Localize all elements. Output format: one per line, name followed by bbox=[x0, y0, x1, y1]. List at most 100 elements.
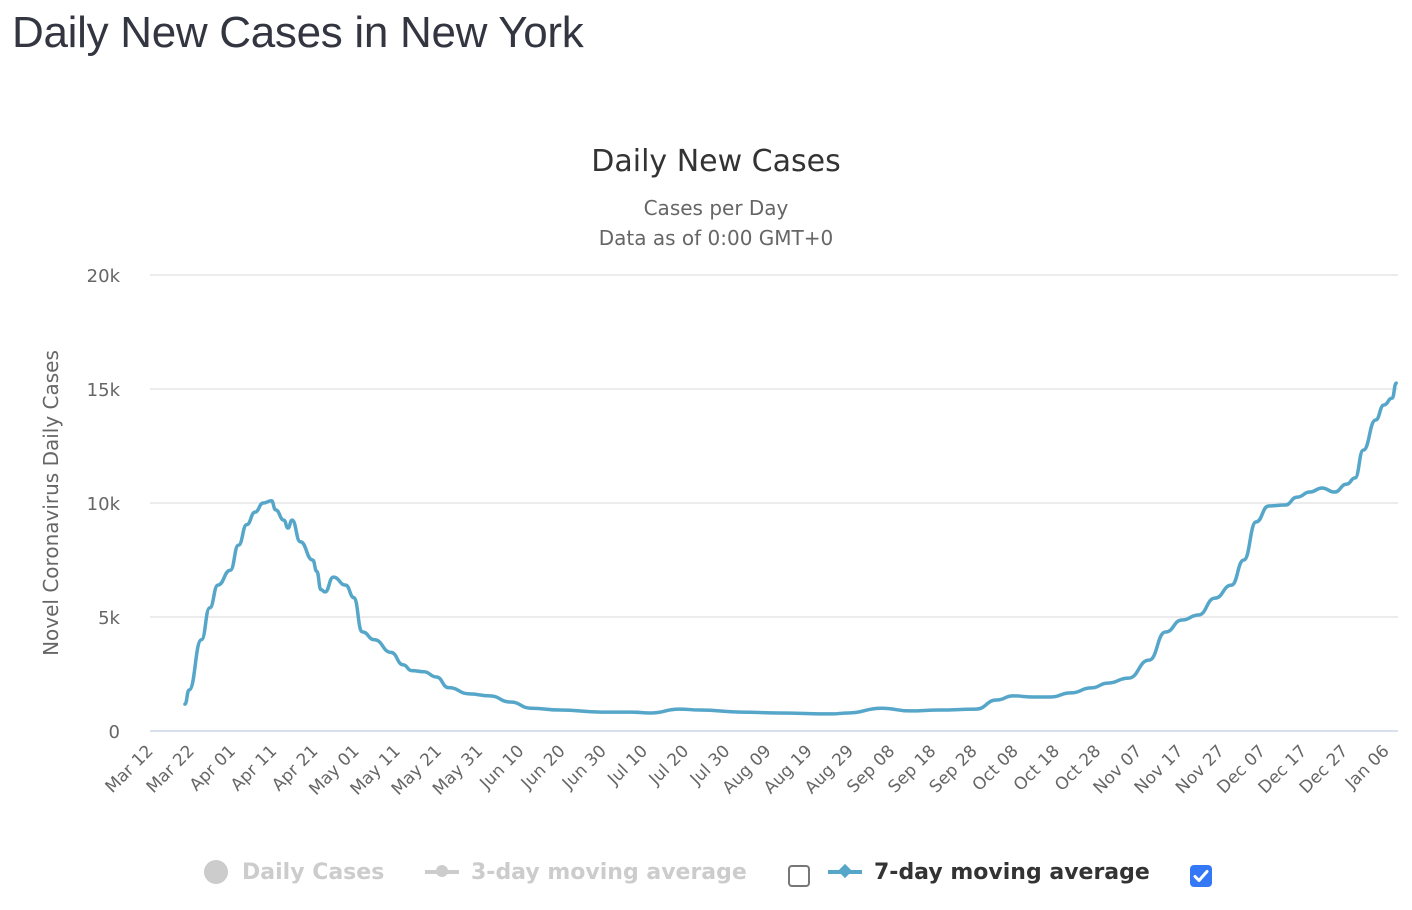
series-line-7day-average[interactable] bbox=[183, 381, 1398, 716]
data-point[interactable] bbox=[368, 634, 380, 646]
legend-label: Daily Cases bbox=[242, 859, 385, 885]
data-point[interactable] bbox=[970, 703, 982, 715]
data-point[interactable] bbox=[842, 707, 854, 719]
data-point[interactable] bbox=[356, 626, 368, 638]
data-point[interactable] bbox=[270, 504, 282, 516]
data-point[interactable] bbox=[195, 634, 207, 646]
data-point[interactable] bbox=[1316, 482, 1328, 494]
data-point[interactable] bbox=[1304, 486, 1316, 498]
data-point[interactable] bbox=[249, 506, 261, 518]
data-point[interactable] bbox=[525, 702, 537, 714]
data-point[interactable] bbox=[554, 704, 566, 716]
data-point[interactable] bbox=[1225, 579, 1237, 591]
data-point[interactable] bbox=[179, 698, 191, 710]
data-point[interactable] bbox=[307, 554, 319, 566]
data-point[interactable] bbox=[673, 703, 685, 715]
data-point[interactable] bbox=[735, 706, 747, 718]
x-tick-label: Jul 10 bbox=[603, 741, 651, 789]
data-point[interactable] bbox=[204, 602, 216, 614]
data-point[interactable] bbox=[286, 514, 298, 526]
3day-average-checkbox[interactable] bbox=[788, 865, 810, 887]
legend-label: 3-day moving average bbox=[471, 859, 747, 885]
line-diamond-symbol-icon bbox=[828, 863, 862, 879]
y-tick-label: 10k bbox=[87, 494, 121, 515]
page-title: Daily New Cases in New York bbox=[12, 8, 584, 57]
data-point[interactable] bbox=[694, 704, 706, 716]
data-point[interactable] bbox=[1160, 626, 1172, 638]
x-tick-label: Jul 20 bbox=[645, 741, 693, 789]
x-tick-label: Jun 10 bbox=[476, 741, 529, 794]
data-point[interactable] bbox=[1238, 554, 1250, 566]
data-point[interactable] bbox=[340, 579, 352, 591]
data-point[interactable] bbox=[1044, 691, 1056, 703]
data-point[interactable] bbox=[484, 690, 496, 702]
y-axis-label: Novel Coronavirus Daily Cases bbox=[39, 350, 63, 656]
data-point[interactable] bbox=[233, 539, 245, 551]
data-point[interactable] bbox=[463, 688, 475, 700]
data-point[interactable] bbox=[319, 586, 331, 598]
data-point[interactable] bbox=[1250, 516, 1262, 528]
data-point[interactable] bbox=[385, 646, 397, 658]
chart-title: Daily New Cases bbox=[591, 144, 840, 179]
x-tick-label: Jun 20 bbox=[517, 741, 570, 794]
data-point[interactable] bbox=[624, 706, 636, 718]
data-point[interactable] bbox=[1328, 486, 1340, 498]
data-point[interactable] bbox=[294, 536, 306, 548]
legend-item-7day-average[interactable]: 7-day moving average bbox=[828, 852, 1150, 892]
y-tick-label: 20k bbox=[87, 266, 121, 287]
data-point[interactable] bbox=[826, 708, 838, 720]
legend-item-3day-average[interactable]: 3-day moving average bbox=[425, 852, 747, 892]
data-point[interactable] bbox=[430, 671, 442, 683]
data-point[interactable] bbox=[1279, 499, 1291, 511]
data-point[interactable] bbox=[212, 579, 224, 591]
data-point[interactable] bbox=[1085, 682, 1097, 694]
data-point[interactable] bbox=[1390, 377, 1402, 389]
y-axis-ticks: 0 5k 10k 15k 20k bbox=[87, 266, 121, 743]
data-point[interactable] bbox=[241, 519, 253, 531]
checkmark-icon bbox=[1193, 870, 1209, 882]
data-point[interactable] bbox=[443, 682, 455, 694]
data-point[interactable] bbox=[645, 707, 657, 719]
data-point[interactable] bbox=[595, 706, 607, 718]
series-group bbox=[179, 377, 1402, 720]
data-point[interactable] bbox=[991, 694, 1003, 706]
data-point[interactable] bbox=[1122, 672, 1134, 684]
data-point[interactable] bbox=[183, 684, 195, 696]
data-point[interactable] bbox=[504, 696, 516, 708]
data-point[interactable] bbox=[1192, 609, 1204, 621]
data-point[interactable] bbox=[1007, 690, 1019, 702]
data-point[interactable] bbox=[418, 666, 430, 678]
data-point[interactable] bbox=[1102, 677, 1114, 689]
data-point[interactable] bbox=[1209, 592, 1221, 604]
data-point[interactable] bbox=[311, 565, 323, 577]
data-point[interactable] bbox=[1263, 500, 1275, 512]
data-point[interactable] bbox=[1386, 392, 1398, 404]
7day-average-checkbox[interactable] bbox=[1190, 865, 1212, 887]
data-point[interactable] bbox=[1176, 614, 1188, 626]
y-tick-label: 15k bbox=[87, 380, 121, 401]
chart-subtitle-line-2: Data as of 0:00 GMT+0 bbox=[599, 226, 834, 250]
data-point[interactable] bbox=[1349, 472, 1361, 484]
data-point[interactable] bbox=[933, 704, 945, 716]
data-point[interactable] bbox=[1370, 414, 1382, 426]
data-point[interactable] bbox=[224, 564, 236, 576]
data-point[interactable] bbox=[406, 665, 418, 677]
data-point[interactable] bbox=[1357, 444, 1369, 456]
data-point[interactable] bbox=[772, 707, 784, 719]
data-point[interactable] bbox=[1028, 691, 1040, 703]
data-point[interactable] bbox=[875, 702, 887, 714]
line-circle-symbol-icon bbox=[425, 865, 459, 877]
legend: Daily Cases 3-day moving average 7-day m… bbox=[0, 852, 1412, 892]
chart-subtitle-line-1: Cases per Day bbox=[644, 196, 789, 220]
y-tick-label: 0 bbox=[109, 722, 120, 743]
data-point[interactable] bbox=[904, 705, 916, 717]
legend-label: 7-day moving average bbox=[874, 859, 1150, 885]
legend-item-daily-cases[interactable]: Daily Cases bbox=[204, 852, 384, 892]
data-point[interactable] bbox=[1143, 654, 1155, 666]
x-tick-label: Jan 06 bbox=[1341, 741, 1394, 794]
data-point[interactable] bbox=[348, 592, 360, 604]
data-point[interactable] bbox=[1291, 491, 1303, 503]
data-point[interactable] bbox=[1065, 687, 1077, 699]
data-point[interactable] bbox=[327, 571, 339, 583]
